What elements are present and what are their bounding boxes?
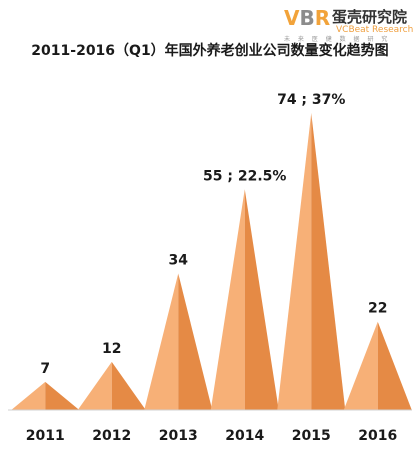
bar-right-face-2013: [178, 273, 213, 410]
bar-right-face-2011: [45, 381, 80, 410]
bar-left-face-2014: [210, 189, 245, 410]
x-tick-label-2015: 2015: [292, 428, 331, 444]
bar-right-face-2015: [311, 113, 346, 410]
logo-mark-r: R: [314, 6, 331, 30]
vcbeat-logo: VBR 蛋壳研究院 VCBeat Research 未 来 医 健 数 据 研 …: [284, 4, 418, 43]
logo-name-cn: 蛋壳研究院: [332, 8, 408, 26]
bar-left-face-2011: [11, 381, 46, 410]
bar-left-face-2015: [277, 113, 312, 410]
data-label-2015: 74 ; 37%: [277, 92, 345, 108]
x-tick-label-2012: 2012: [92, 428, 131, 444]
data-label-2016: 22: [368, 301, 387, 317]
x-tick-label-2011: 2011: [26, 428, 65, 444]
data-label-2014: 55 ; 22.5%: [203, 168, 286, 184]
logo-mark-b: B: [299, 6, 315, 30]
logo-mark-v: V: [284, 6, 300, 30]
chart-title: 2011-2016（Q1）年国外养老创业公司数量变化趋势图: [31, 43, 389, 59]
bar-right-face-2016: [377, 321, 412, 410]
bar-right-face-2014: [244, 189, 279, 410]
data-label-2013: 34: [169, 253, 189, 269]
data-label-2011: 7: [40, 361, 50, 377]
bar-left-face-2016: [343, 321, 378, 410]
logo-mark: VBR: [284, 6, 330, 30]
data-label-2012: 12: [102, 341, 121, 357]
x-tick-label-2013: 2013: [159, 428, 198, 444]
bar-left-face-2012: [77, 361, 112, 410]
bar-left-face-2013: [144, 273, 179, 410]
x-tick-label-2014: 2014: [225, 428, 264, 444]
x-tick-label-2016: 2016: [358, 428, 397, 444]
bar-right-face-2012: [111, 361, 146, 410]
logo-tagline: 未 来 医 健 数 据 研 究: [284, 36, 391, 43]
logo-name-en: VCBeat Research: [336, 25, 414, 35]
